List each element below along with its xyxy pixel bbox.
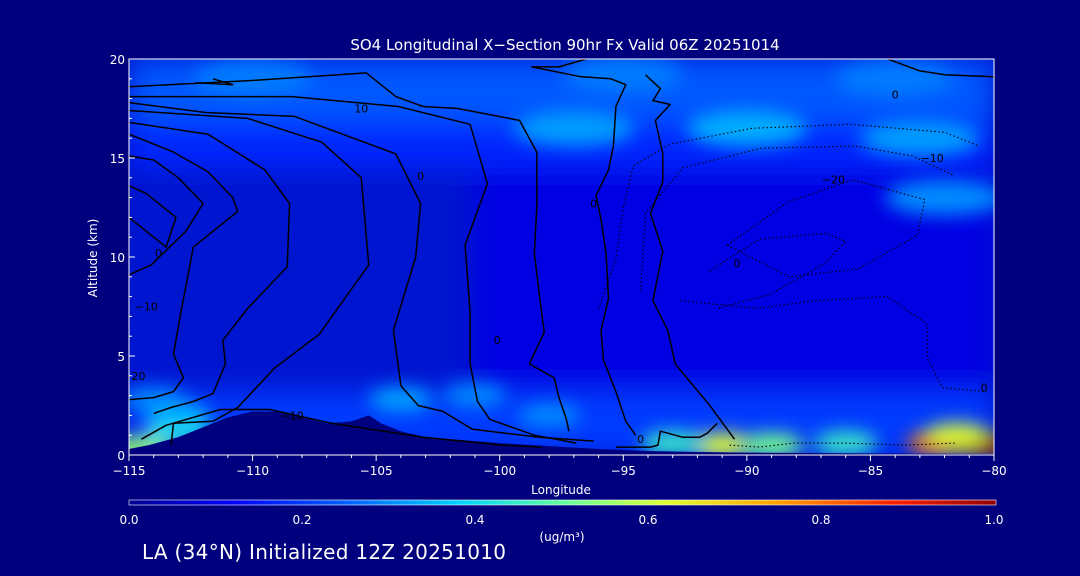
contour-line [129,95,577,444]
contour-line [640,145,955,291]
contour-label: −20 [122,370,145,383]
contour-label: 0 [417,170,424,183]
contour-line [644,74,736,440]
field-blob [129,387,186,412]
field-blob [513,110,634,147]
colorbar-tick-label: 0.0 [119,513,138,527]
field-blob [368,387,433,412]
y-tick-label: 0 [117,449,125,463]
x-tick-label: −105 [360,464,393,478]
x-tick-label: −80 [981,464,1006,478]
colorbar-tick-label: 0.2 [292,513,311,527]
contour-line [195,78,234,86]
field-blob [517,403,582,428]
x-tick-label: −110 [236,464,269,478]
contour-line [887,59,994,78]
contour-label: 10 [354,102,368,115]
field-blob [884,179,994,216]
contour-label: −10 [921,152,944,165]
x-tick-label: −115 [113,464,146,478]
contour-label: 0 [155,247,162,260]
y-tick-label: 5 [117,350,125,364]
contour-label: −20 [822,174,845,187]
colorbar [128,499,997,506]
colorbar-tick-label: 0.8 [811,513,830,527]
field-blob [686,110,807,147]
field-blob [192,60,313,97]
field-blob [835,60,956,97]
contour-line [129,101,594,442]
contour-labels: 10 0 −10 −20 0 −10 −20 −10 0 0 0 0 0 0 [122,89,988,447]
contour-label: 0 [637,433,644,446]
colorbar-tick-label: 1.0 [984,513,1003,527]
field-blob [859,120,980,157]
x-tick-label: −100 [483,464,516,478]
contour-label: −10 [135,300,158,313]
colorbar-ticks: 0.0 0.2 0.4 0.6 0.8 1.0 [119,513,1003,527]
field-blob [924,423,989,448]
colorbar-tick-label: 0.6 [638,513,657,527]
field-blob [690,433,755,455]
footer-caption: LA (34°N) Initialized 12Z 20251010 [142,540,507,564]
x-tick-label: −85 [858,464,883,478]
contour-line [531,59,637,436]
field-blob [739,433,804,455]
field-blob [563,59,684,93]
colorbar-tick-label: 0.4 [465,513,484,527]
contour-lines [129,59,994,448]
contour-line [680,296,987,393]
contour-label: 0 [590,198,597,211]
contour-label: −10 [281,409,304,422]
y-tick-label: 10 [110,251,125,265]
contour-label: 0 [733,257,740,270]
y-tick-label: 20 [110,53,125,67]
contour-line [615,422,718,448]
contour-label: 0 [981,382,988,395]
y-tick-label: 15 [110,152,125,166]
concentration-field [129,59,994,455]
contour-line [129,72,570,432]
contour-line [129,155,204,276]
y-axis: 0 5 10 15 20 [110,53,135,463]
contour-line [129,184,177,248]
colorbar-unit-label: (ug/m³) [539,530,584,544]
contour-label: 0 [892,89,899,102]
chart-title: SO4 Longitudinal X−Section 90hr Fx Valid… [350,36,779,54]
contour-line [729,442,955,448]
x-tick-label: −95 [611,464,636,478]
y-axis-label: Altitude (km) [86,219,100,298]
x-axis-label: Longitude [531,483,591,497]
contour-line [129,121,291,415]
x-axis: −115 −110 −105 −100 −95 −90 −85 −80 [113,455,1007,478]
contour-line [726,179,926,278]
contour-label: 0 [494,334,501,347]
terrain [129,411,994,455]
field-blob [443,383,507,408]
contour-line [709,232,847,310]
contour-line [129,133,239,401]
contour-line [129,109,370,446]
x-tick-label: −90 [734,464,759,478]
contour-line [141,408,542,448]
